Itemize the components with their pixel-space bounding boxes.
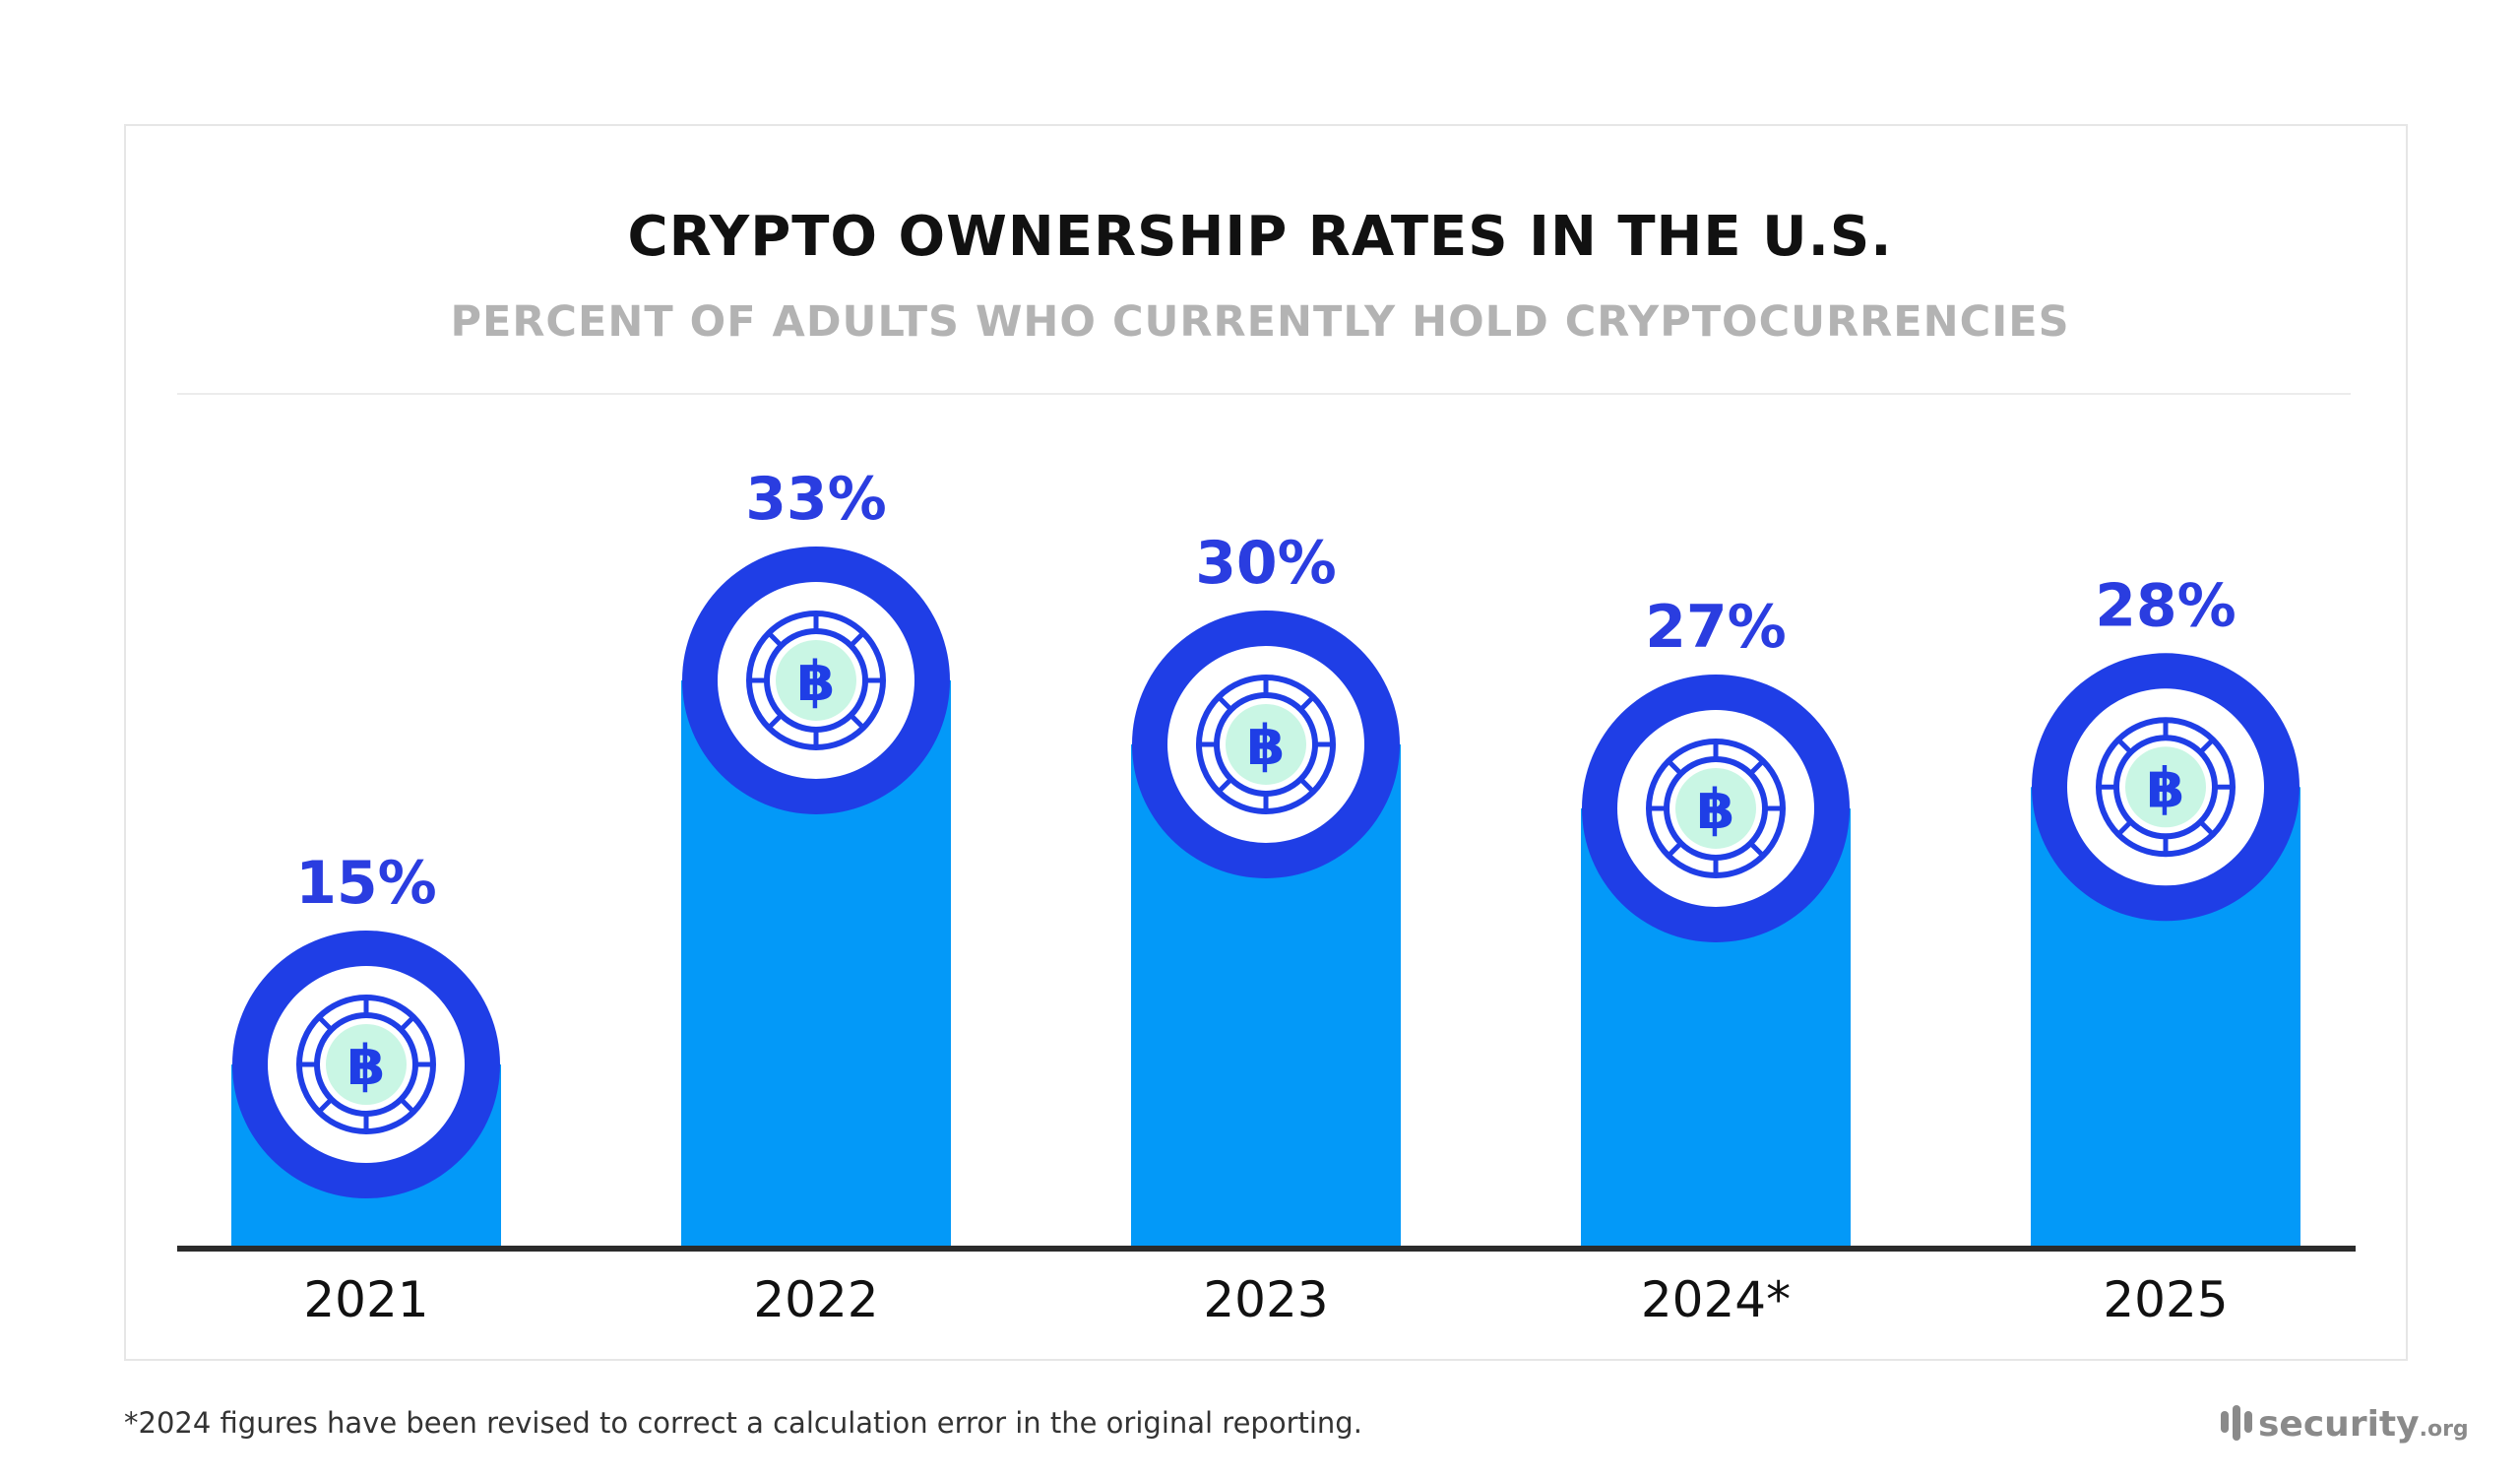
coin-center xyxy=(326,1024,407,1105)
data-label: 28% xyxy=(2095,571,2236,640)
coin-notch xyxy=(1667,841,1683,858)
x-tick-label: 2021 xyxy=(303,1271,428,1328)
data-label: 33% xyxy=(745,465,887,534)
data-label: 15% xyxy=(295,849,437,918)
x-tick-label: 2022 xyxy=(753,1271,878,1328)
header-divider xyxy=(177,393,2351,395)
x-tick-label: 2024* xyxy=(1641,1271,1791,1328)
chart-subtitle: PERCENT OF ADULTS WHO CURRENTLY HOLD CRY… xyxy=(450,297,2070,347)
bitcoin-symbol: ฿ xyxy=(1697,778,1735,842)
bitcoin-coin-icon: ฿ xyxy=(1196,674,1336,814)
coin-notch xyxy=(1298,777,1315,794)
bitcoin-coin-icon: ฿ xyxy=(1646,738,1786,878)
coin-notch xyxy=(2116,819,2133,837)
bar-group: ฿ xyxy=(681,546,951,1249)
coin-notch xyxy=(1667,759,1683,776)
coin-notch xyxy=(2198,738,2215,754)
coin-notch xyxy=(767,631,784,648)
coin-center xyxy=(1226,703,1306,785)
coin-notch xyxy=(2198,819,2215,837)
coin-notch xyxy=(1748,841,1765,858)
bitcoin-symbol: ฿ xyxy=(797,650,836,714)
x-tick-label: 2025 xyxy=(2103,1271,2228,1328)
coin-notch xyxy=(849,713,865,730)
coin-notch xyxy=(399,1097,415,1114)
coin-notch xyxy=(1298,695,1315,712)
coin-center xyxy=(1675,767,1756,849)
coin-notch xyxy=(399,1015,415,1032)
coin-notch xyxy=(1217,695,1233,712)
bitcoin-symbol: ฿ xyxy=(2147,756,2185,820)
bitcoin-coin-icon: ฿ xyxy=(746,610,886,750)
data-label: 27% xyxy=(1645,593,1787,662)
bar-group: ฿ xyxy=(1581,674,1851,1249)
coin-notch xyxy=(1217,777,1233,794)
bar-group: ฿ xyxy=(231,931,501,1249)
coin-notch xyxy=(1748,759,1765,776)
coin-notch xyxy=(767,713,784,730)
x-axis-baseline xyxy=(177,1246,2356,1252)
coin-notch xyxy=(2116,738,2133,754)
coin-notch xyxy=(849,631,865,648)
bitcoin-symbol: ฿ xyxy=(1247,714,1286,778)
bitcoin-coin-icon: ฿ xyxy=(2096,717,2236,858)
coin-center xyxy=(776,639,856,721)
data-label: 30% xyxy=(1195,529,1337,598)
security-org-logo: security .org xyxy=(2221,1403,2469,1445)
bar-group: ฿ xyxy=(2031,653,2300,1249)
coin-notch xyxy=(317,1097,334,1114)
bar-group: ฿ xyxy=(1131,610,1401,1249)
x-tick-label: 2023 xyxy=(1203,1271,1328,1328)
chart-title: CRYPTO OWNERSHIP RATES IN THE U.S. xyxy=(627,205,1893,269)
footnote: *2024 figures have been revised to corre… xyxy=(124,1406,1362,1440)
bitcoin-coin-icon: ฿ xyxy=(296,995,436,1134)
bitcoin-symbol: ฿ xyxy=(347,1034,386,1098)
logo-bars-icon xyxy=(2221,1405,2252,1441)
coin-center xyxy=(2125,746,2206,828)
coin-notch xyxy=(317,1015,334,1032)
chart-card xyxy=(124,124,2408,1361)
